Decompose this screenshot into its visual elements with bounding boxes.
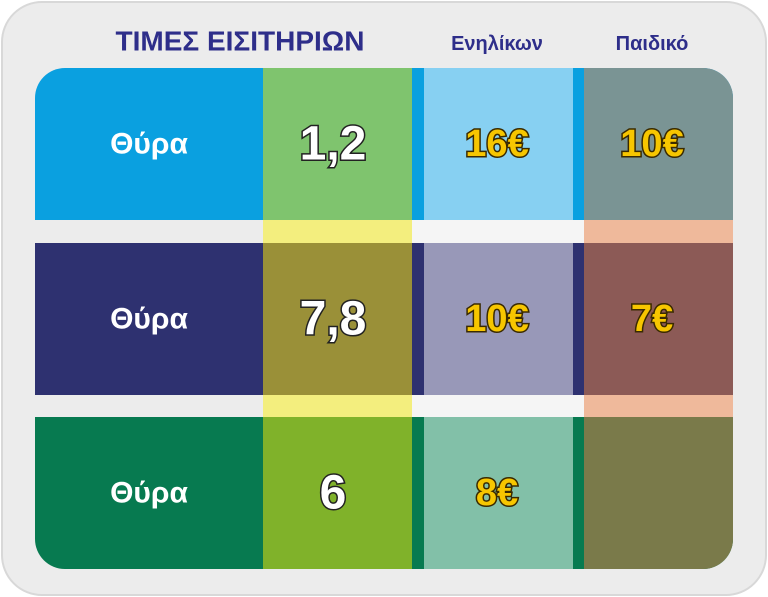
title: ΤΙΜΕΣ ΕΙΣΙΤΗΡΙΩΝ: [116, 26, 365, 57]
column-header: Παιδικό: [616, 33, 689, 55]
child-price: 10€: [620, 123, 683, 165]
column-header: Ενηλίκων: [451, 33, 543, 55]
gate-label: Θύρα: [110, 303, 188, 336]
adult-price: 16€: [465, 123, 528, 165]
child-price: 7€: [631, 298, 673, 340]
gate-number: 7,8: [300, 293, 367, 346]
gate-label: Θύρα: [110, 128, 188, 161]
cells: [35, 68, 733, 569]
adult-price: 10€: [465, 298, 528, 340]
adult-price: 8€: [476, 472, 518, 514]
gate-number: 1,2: [300, 118, 367, 171]
gate-label: Θύρα: [110, 477, 188, 510]
gate-number: 6: [320, 467, 347, 520]
